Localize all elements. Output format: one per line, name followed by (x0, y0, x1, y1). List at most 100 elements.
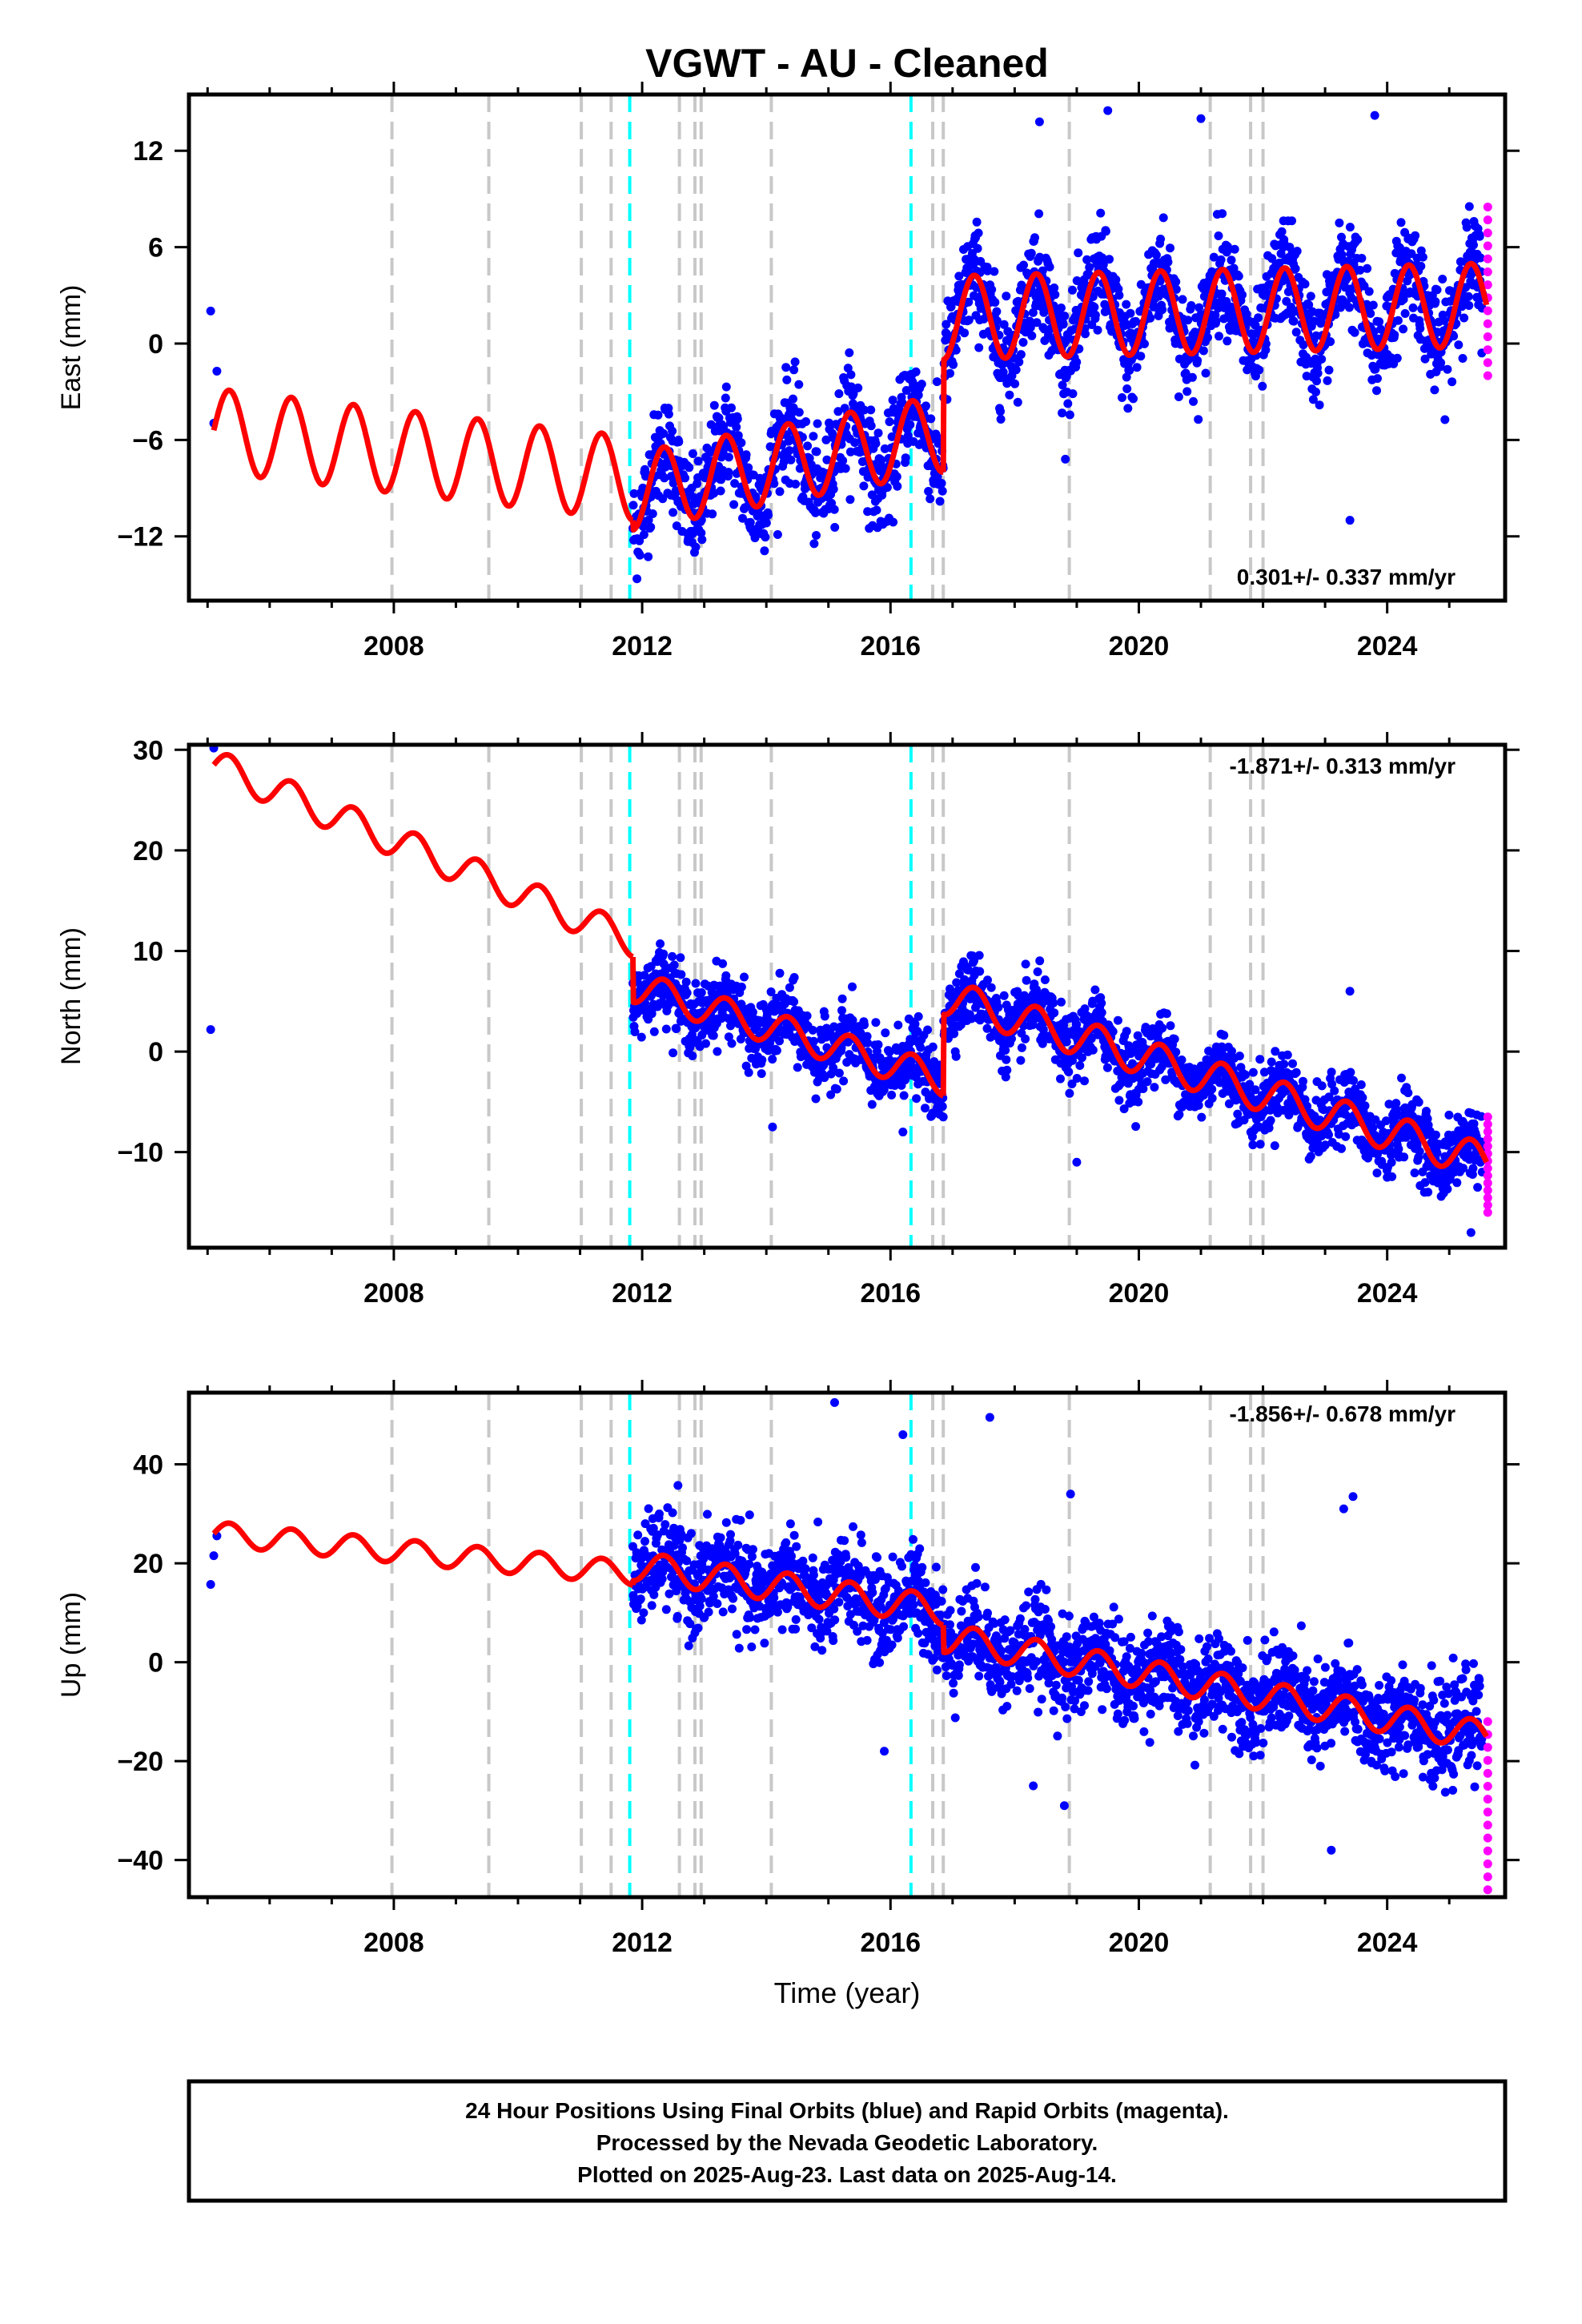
outlier-point (1103, 106, 1113, 115)
data-point (817, 1646, 827, 1655)
data-point (1335, 218, 1344, 227)
data-point (1287, 216, 1296, 226)
data-point (697, 988, 706, 997)
x-tick-label: 2012 (612, 631, 673, 661)
data-point (1182, 387, 1192, 396)
data-point (787, 1551, 796, 1561)
data-point (952, 978, 962, 987)
data-point (1050, 283, 1059, 292)
data-point (839, 1076, 849, 1086)
rapid-point (1483, 1171, 1492, 1180)
data-point (693, 1623, 703, 1633)
data-point (1251, 320, 1260, 330)
data-point (1097, 1007, 1106, 1017)
data-point (718, 959, 728, 968)
data-point (1064, 1068, 1074, 1076)
data-point (872, 505, 881, 515)
data-point (713, 1047, 722, 1056)
data-point (748, 1007, 757, 1017)
data-point (972, 217, 982, 227)
rapid-point (1483, 267, 1492, 276)
data-point (1415, 1147, 1424, 1156)
data-point (647, 1601, 656, 1610)
data-point (1270, 1141, 1279, 1151)
data-point (974, 343, 984, 352)
data-point (983, 975, 992, 985)
data-point (789, 997, 799, 1007)
data-point (1187, 372, 1197, 382)
data-point (879, 1085, 889, 1095)
data-point (1351, 1084, 1360, 1094)
data-point (785, 983, 794, 992)
data-point (730, 1549, 740, 1558)
outlier-point (1383, 1172, 1392, 1182)
data-point (812, 447, 821, 456)
data-point (893, 481, 902, 491)
outlier-point (1196, 114, 1206, 123)
data-point (628, 501, 638, 510)
data-point (772, 1046, 781, 1055)
data-point (949, 360, 958, 369)
data-point (1125, 366, 1134, 375)
data-point (1233, 1109, 1243, 1119)
data-point (744, 1068, 753, 1077)
data-point (1337, 1144, 1346, 1153)
rapid-orbit-points (1483, 202, 1492, 380)
data-point (665, 1589, 674, 1598)
data-point (691, 542, 701, 552)
data-point (1300, 279, 1310, 289)
y-tick-label: 20 (133, 836, 163, 866)
data-point (964, 297, 974, 307)
data-point (649, 1027, 659, 1036)
data-point (1372, 1168, 1382, 1178)
data-point (1391, 1099, 1401, 1108)
data-point (1311, 331, 1321, 340)
data-point (1315, 400, 1324, 410)
final-orbit-points (206, 106, 1488, 584)
data-point (1288, 1059, 1297, 1068)
data-point (1131, 316, 1141, 326)
data-point (867, 1100, 877, 1109)
data-point (912, 1094, 921, 1104)
data-point (1072, 357, 1082, 367)
data-point (738, 513, 747, 523)
data-point (1194, 1100, 1203, 1110)
data-point (829, 1636, 838, 1646)
data-point (1171, 1047, 1181, 1057)
data-point (1372, 386, 1381, 396)
panel-frame (187, 742, 1508, 1250)
data-point (1258, 381, 1267, 391)
data-point (1166, 1021, 1175, 1031)
rapid-point (1483, 1200, 1492, 1210)
data-point (1026, 323, 1035, 332)
data-point (814, 1614, 824, 1624)
data-point (1390, 330, 1399, 340)
data-point (721, 971, 731, 980)
data-point (870, 1574, 880, 1584)
data-point (1317, 355, 1327, 364)
data-point (1050, 290, 1060, 300)
data-point (1468, 1164, 1478, 1173)
data-point (1096, 208, 1106, 218)
data-point (724, 452, 733, 462)
data-point (781, 363, 791, 372)
data-point (648, 1523, 658, 1533)
rapid-point (1483, 215, 1492, 225)
data-point (1194, 415, 1203, 424)
data-point (848, 1570, 857, 1579)
data-point (1279, 1059, 1289, 1069)
rapid-point (1483, 1112, 1492, 1122)
data-point (732, 422, 741, 432)
data-point (727, 403, 736, 412)
data-point (1350, 328, 1359, 337)
model-fit-line (630, 397, 946, 533)
data-point (1306, 1152, 1315, 1161)
data-point (633, 1530, 643, 1540)
data-point (1186, 301, 1196, 310)
data-point (1373, 374, 1382, 384)
data-point (1309, 316, 1319, 326)
data-point (879, 1618, 889, 1627)
data-point (938, 486, 947, 496)
data-point (841, 464, 850, 473)
